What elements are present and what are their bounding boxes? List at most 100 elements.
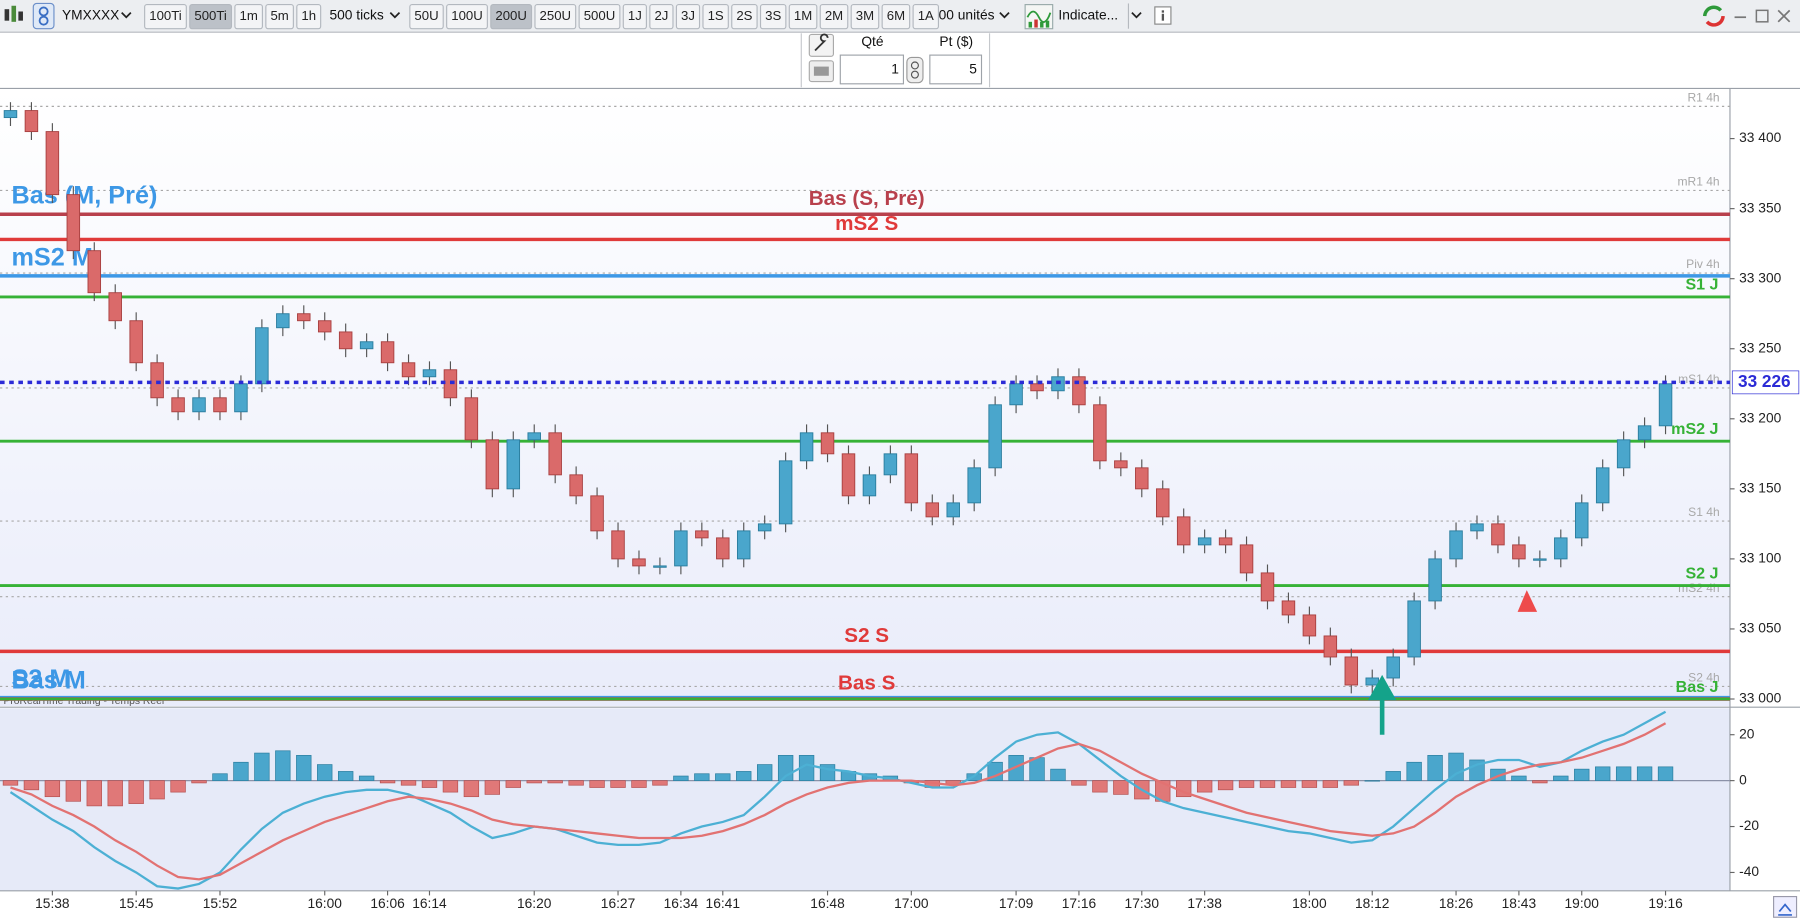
button-label: 1A (918, 8, 934, 23)
candle-body (108, 292, 122, 322)
indicators-icon[interactable] (1024, 4, 1054, 30)
toolbar-button[interactable] (144, 4, 187, 30)
toolbar-button[interactable] (265, 4, 294, 30)
toolbar-button[interactable] (675, 4, 701, 30)
toolbar-button[interactable] (850, 4, 880, 30)
y-tick-label: 0 (1739, 772, 1747, 787)
close-button[interactable] (1777, 9, 1791, 23)
candle-body (276, 313, 290, 329)
candle-body (757, 523, 772, 532)
histogram-bar (1092, 780, 1108, 793)
x-tick-label: 15:38 (35, 896, 70, 911)
level-label: Bas S (838, 672, 895, 695)
toolbar-button[interactable] (490, 4, 533, 30)
level-label: Piv 4h (1686, 257, 1719, 271)
x-tick-label: 17:38 (1187, 896, 1222, 911)
button-label: 5m (270, 8, 288, 23)
candle-body (1491, 523, 1505, 546)
toolbar-button[interactable] (759, 4, 787, 30)
histogram-bar (1050, 768, 1066, 781)
candle-body (883, 453, 898, 476)
button-label: 1h (301, 8, 316, 23)
histogram-bar (673, 775, 689, 781)
qty-input[interactable] (839, 54, 905, 85)
chart-type-icon[interactable] (4, 5, 23, 22)
dropdown-arrow[interactable] (999, 12, 1010, 19)
x-tick-label: 17:30 (1125, 896, 1160, 911)
toolbar-button[interactable] (912, 4, 940, 30)
level-label: mS2 S (835, 212, 898, 235)
maximize-button[interactable] (1755, 9, 1769, 23)
histogram-bar (1574, 768, 1590, 781)
level-label: S1 4h (1688, 505, 1719, 519)
toolbar-button[interactable] (819, 4, 849, 30)
candle-body (87, 250, 102, 294)
candle-body (799, 432, 814, 462)
histogram-bar (463, 780, 480, 798)
watermark: ProRealTime Trading - Temps Réel (3, 696, 164, 707)
histogram-bar (358, 775, 375, 781)
toolbar-button[interactable] (702, 4, 729, 30)
toolbar-button[interactable] (622, 4, 647, 30)
x-tick-label: 16:34 (664, 896, 699, 911)
indicators-menu[interactable]: Indicate... (1058, 8, 1118, 23)
toolbar-button[interactable] (296, 4, 322, 30)
toolbar-button[interactable] (788, 4, 818, 30)
current-price-box (1731, 370, 1800, 395)
toolbar-button[interactable] (649, 4, 674, 30)
candle-body (736, 530, 751, 560)
info-button[interactable] (1154, 6, 1172, 25)
histogram-bar (1217, 780, 1234, 791)
histogram-bar (1448, 752, 1464, 781)
settings-button[interactable] (808, 33, 834, 57)
candle-body (653, 565, 667, 568)
candle-body (1365, 677, 1379, 686)
toolbar-button[interactable] (534, 4, 577, 30)
histogram-bar (86, 780, 102, 807)
histogram-bar (1343, 780, 1359, 786)
period-menu[interactable]: 500 ticks (329, 8, 383, 23)
keyboard-button[interactable] (808, 60, 834, 83)
toolbar-button[interactable] (446, 4, 488, 30)
x-tick-label: 16:48 (810, 896, 845, 911)
histogram-bar (1071, 780, 1087, 786)
scroll-button[interactable] (1773, 895, 1798, 918)
lock-link[interactable] (906, 56, 924, 84)
toolbar-button[interactable] (234, 4, 263, 30)
histogram-bar (379, 780, 396, 784)
toolbar-button[interactable] (409, 4, 444, 30)
x-tick-label: 19:00 (1565, 896, 1600, 911)
refresh-button[interactable] (1702, 5, 1725, 27)
button-label: 1m (239, 8, 257, 23)
histogram-bar (652, 780, 668, 786)
histogram-bar (317, 764, 333, 781)
toolbar-button[interactable] (189, 4, 233, 30)
candle-body (192, 397, 206, 413)
toolbar-button[interactable] (731, 4, 758, 30)
y-tick-label: -40 (1739, 864, 1759, 879)
level-label: mS2 J (1671, 420, 1718, 438)
histogram-bar (275, 750, 291, 781)
dropdown-arrow[interactable] (1131, 12, 1142, 19)
candle-body (1114, 460, 1128, 469)
pt-input[interactable] (929, 54, 983, 85)
candle-body (1323, 635, 1338, 658)
toolbar-button[interactable] (578, 4, 621, 30)
macd-line (9, 710, 1667, 890)
toolbar-button[interactable] (881, 4, 911, 30)
button-label: 3M (856, 8, 874, 23)
symbol[interactable]: YMXXXX (62, 8, 119, 23)
link-icon[interactable] (32, 2, 55, 30)
level-label: Bas J (1676, 678, 1719, 696)
price-pane (0, 88, 1730, 707)
candle-body (1616, 439, 1631, 469)
x-tick-label: 16:27 (601, 896, 635, 911)
candle-body (338, 331, 353, 350)
units-menu[interactable]: 200 unités (931, 8, 995, 23)
histogram-bar (65, 780, 82, 802)
dropdown-arrow[interactable] (389, 12, 401, 19)
x-tick-label: 16:00 (308, 896, 343, 911)
dropdown-arrow[interactable] (121, 12, 132, 19)
y-tick-label: 33 200 (1739, 410, 1781, 425)
